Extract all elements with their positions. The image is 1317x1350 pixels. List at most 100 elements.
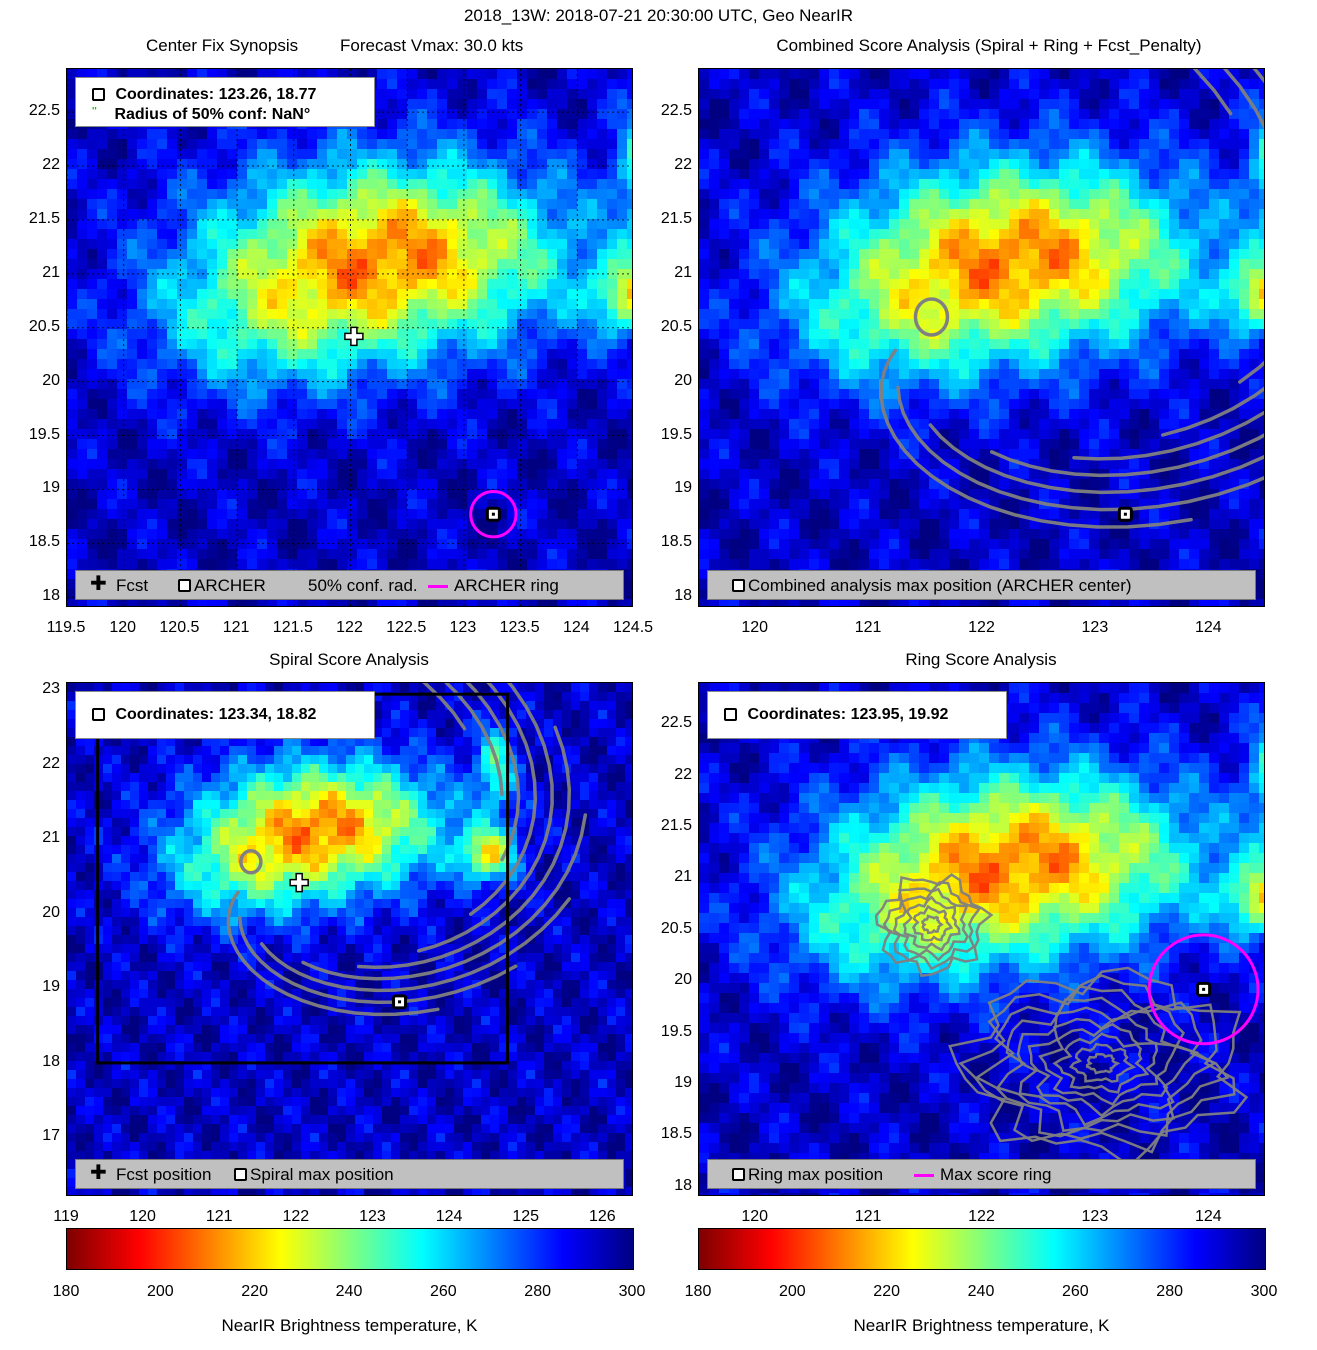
legend-conf-rad: 50% conf. rad. [308,576,418,595]
x-tick-label: 124 [1194,1208,1222,1225]
y-tick-label: 21 [42,263,60,281]
fcst-cross-icon: ✚ [90,573,107,595]
score-contour [928,423,1264,495]
combined-score-plot: Combined analysis max position (ARCHER c… [698,68,1265,607]
x-tick-label: 123.5 [499,619,540,636]
y-tick-label: 21 [674,868,692,886]
y-tick-label: 20 [674,971,692,989]
colorbar-tick-label: 260 [429,1283,457,1300]
ring-marker-icon [724,708,737,722]
score-contour [239,849,263,875]
x-tick-label: 123 [1081,619,1109,636]
colorbar-tick-label: 300 [1250,1283,1278,1300]
brightness-heatmap [67,683,632,1195]
x-tick-label: 123 [449,619,477,636]
colorbar-tick-label: 180 [52,1283,80,1300]
ring-score-markers [1147,933,1260,1046]
x-tick-label: 120 [129,1208,156,1225]
spiral-score-legend: ✚ Fcst position Spiral max position [75,1159,624,1189]
panel1-title: Center Fix Synopsis [146,36,299,55]
y-tick-label: 19 [42,479,60,497]
legend-fcst: Fcst [116,576,149,595]
score-contour [948,966,1249,1168]
y-tick-label: 22 [674,156,692,174]
colorbar-right [698,1228,1266,1270]
y-tick-label: 18 [674,1176,692,1194]
y-tick-label: 22 [42,754,60,772]
legend-ring-max: Ring max position [748,1165,884,1184]
colorbar-tick-label: 180 [684,1283,712,1300]
score-contour [974,985,1230,1138]
x-tick-label: 122 [282,1208,310,1225]
score-contour [259,897,572,993]
x-tick-label: 122 [336,619,363,636]
panel4-title: Ring Score Analysis [905,650,1057,669]
legend-spiral-max: Spiral max position [250,1165,394,1184]
x-tick-label: 119.5 [46,619,86,636]
y-tick-label: 18 [674,587,692,605]
center-fix-coordinates: Coordinates: 123.26, 18.77 [115,86,317,103]
colorbar-tick-label: 280 [1156,1283,1183,1300]
x-tick-label: 120.5 [159,619,200,636]
x-tick-label: 124 [1194,619,1222,636]
x-tick-label: 121 [205,1208,233,1225]
y-tick-label: 21 [42,829,60,847]
score-contour [902,895,961,952]
fcst-marker [289,872,309,893]
colorbar-left-label: NearIR Brightness temperature, K [221,1316,478,1335]
ring-line-icon [428,585,448,588]
y-tick-label: 19.5 [660,425,692,443]
spiral-score-contours [226,683,588,1017]
legend-archer: ARCHER [194,576,266,595]
center-fix-legend: ✚ Fcst ARCHER 50% conf. rad. ARCHER ring [75,570,624,600]
y-tick-label: 20 [674,371,692,389]
x-tick-label: 122 [968,619,995,636]
ring-score-legend: Ring max position Max score ring [707,1159,1256,1189]
legend-fcst-position: Fcst position [116,1165,212,1184]
score-contour [238,916,518,1005]
archer-marker-icon [92,88,105,102]
score-contour [465,683,521,862]
y-tick-label: 20.5 [660,317,692,335]
archer-marker-icon [178,579,191,592]
x-tick-label: 126 [588,1208,616,1225]
colorbar-right-label: NearIR Brightness temperature, K [853,1316,1110,1335]
x-tick-label: 125 [512,1208,540,1225]
x-tick-label: 121 [222,619,250,636]
score-contour [879,348,1193,529]
spiral-score-plot: Coordinates: 123.34, 18.82 ✚ Fcst positi… [66,682,633,1196]
colorbar-tick-label: 200 [778,1283,806,1300]
score-contour [1027,1015,1179,1118]
figure-title: 2018_13W: 2018-07-21 20:30:00 UTC, Geo N… [463,6,854,25]
score-contour [913,297,950,337]
legend-combined-max: Combined analysis max position (ARCHER c… [748,576,1132,595]
combined-score-legend: Combined analysis max position (ARCHER c… [707,570,1256,600]
y-tick-label: 19.5 [28,425,60,443]
x-tick-label: 124.5 [613,619,654,636]
x-tick-label: 121 [854,619,882,636]
x-tick-label: 121.5 [272,619,313,636]
fcst-cross-icon: ✚ [90,1162,107,1184]
x-tick-label: 123 [359,1208,386,1225]
y-tick-label: 18 [42,1052,60,1070]
score-contour [301,813,588,981]
panel3-title: Spiral Score Analysis [269,650,429,669]
score-contour [874,873,994,978]
y-tick-label: 19 [674,1073,692,1091]
colorbar-tick-label: 300 [618,1283,646,1300]
x-tick-label: 124 [562,619,590,636]
y-tick-label: 18.5 [660,1125,692,1143]
y-tick-label: 22 [42,156,60,174]
colorbar-tick-label: 220 [873,1283,900,1300]
score-contour [444,683,504,797]
center-fix-radius: Radius of 50% conf: NaN° [114,106,311,123]
y-tick-label: 18 [42,587,60,605]
y-tick-label: 19 [674,479,692,497]
colorbar-tick-label: 240 [967,1283,995,1300]
colorbar-tick-label: 260 [1061,1283,1089,1300]
ring-score-plot: Coordinates: 123.95, 19.92 Ring max posi… [698,682,1265,1196]
y-tick-label: 21.5 [660,209,692,227]
score-contour [226,890,440,1017]
score-contour [911,904,954,942]
y-tick-label: 20 [42,371,60,389]
